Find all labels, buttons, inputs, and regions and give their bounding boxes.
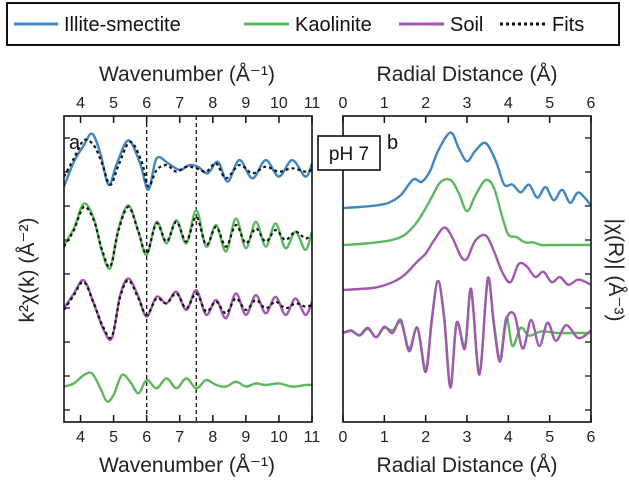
panel-b-lines (342, 131, 592, 389)
x-tick-label: 3 (463, 95, 472, 112)
series-line-soil (63, 277, 314, 342)
panel-a-letter: a (69, 132, 81, 154)
x-tick-label: 5 (545, 429, 554, 446)
legend-label: Fits (552, 14, 584, 36)
series-line-illite-smectite (342, 131, 592, 210)
x-tick-label: 1 (380, 95, 389, 112)
x-tick-label: 7 (175, 429, 184, 446)
x-tick-label: 2 (421, 429, 430, 446)
x-tick-label: 11 (304, 429, 321, 446)
x-tick-label: 8 (208, 95, 217, 112)
panel-a-top-axis-title: Wavenumber (Å⁻¹) (99, 63, 275, 86)
panel-b-bottom-axis-title: Radial Distance (Å) (377, 454, 558, 477)
series-line-kaolinite (63, 371, 313, 403)
x-tick-label: 11 (304, 95, 321, 112)
x-tick-label: 6 (587, 429, 596, 446)
legend-label: Soil (450, 14, 483, 36)
x-tick-label: 6 (142, 429, 151, 446)
x-tick-label: 5 (109, 429, 118, 446)
x-tick-label: 4 (76, 429, 85, 446)
panel-b-frame (342, 115, 592, 423)
legend-item-soil: Soil (399, 14, 483, 36)
x-tick-label: 3 (463, 429, 472, 446)
x-tick-label: 7 (175, 95, 184, 112)
legend-label: Illite-smectite (64, 14, 181, 36)
series-line-fits (63, 205, 313, 269)
x-tick-label: 10 (270, 429, 288, 446)
ph-label: pH 7 (329, 144, 369, 165)
x-tick-label: 1 (380, 429, 389, 446)
panel-b-letter: b (387, 132, 398, 154)
x-tick-label: 9 (241, 429, 250, 446)
legend-box (6, 2, 620, 46)
ph-box (317, 135, 381, 171)
series-line-fits (63, 279, 313, 340)
x-tick-label: 4 (76, 95, 85, 112)
series-line-illite-smectite (62, 132, 314, 192)
panel-a-lines (62, 132, 314, 403)
panel-a-y-axis-title: k²χ(k) (Å⁻²) (16, 218, 39, 323)
panel-a: Wavenumber (Å⁻¹) Wavenumber (Å⁻¹) k²χ(k)… (16, 63, 320, 477)
panel-a-frame (63, 115, 313, 423)
panel-b-ticks: 0 0 1 1 2 2 3 3 4 4 5 5 6 6 (339, 95, 596, 446)
legend-item-fits: Fits (500, 14, 584, 36)
panel-b-top-axis-title: Radial Distance (Å) (377, 63, 558, 86)
x-tick-label: 9 (241, 95, 250, 112)
series-line-soil (342, 226, 592, 292)
legend-item-kaolinite: Kaolinite (244, 14, 372, 36)
series-line-soil (342, 276, 592, 389)
x-tick-label: 10 (270, 95, 288, 112)
panel-b: Radial Distance (Å) Radial Distance (Å) … (317, 63, 627, 477)
x-tick-label: 0 (339, 429, 348, 446)
x-tick-label: 4 (504, 95, 513, 112)
x-tick-label: 6 (142, 95, 151, 112)
series-line-fits (63, 138, 313, 188)
x-tick-label: 6 (587, 95, 596, 112)
x-tick-label: 0 (339, 95, 348, 112)
series-line-kaolinite (342, 177, 591, 247)
panel-a-bottom-axis-title: Wavenumber (Å⁻¹) (99, 454, 275, 477)
x-tick-label: 2 (421, 95, 430, 112)
legend-label: Kaolinite (295, 14, 372, 36)
x-tick-label: 4 (504, 429, 513, 446)
series-line-kaolinite (62, 202, 314, 270)
legend: Illite-smectite Kaolinite Soil Fits (6, 2, 620, 46)
legend-item-illite: Illite-smectite (14, 14, 181, 36)
x-tick-label: 5 (545, 95, 554, 112)
x-tick-label: 5 (109, 95, 118, 112)
panel-b-y-axis-title: |χ(R)| (Å⁻³) (604, 219, 627, 322)
x-tick-label: 8 (208, 429, 217, 446)
